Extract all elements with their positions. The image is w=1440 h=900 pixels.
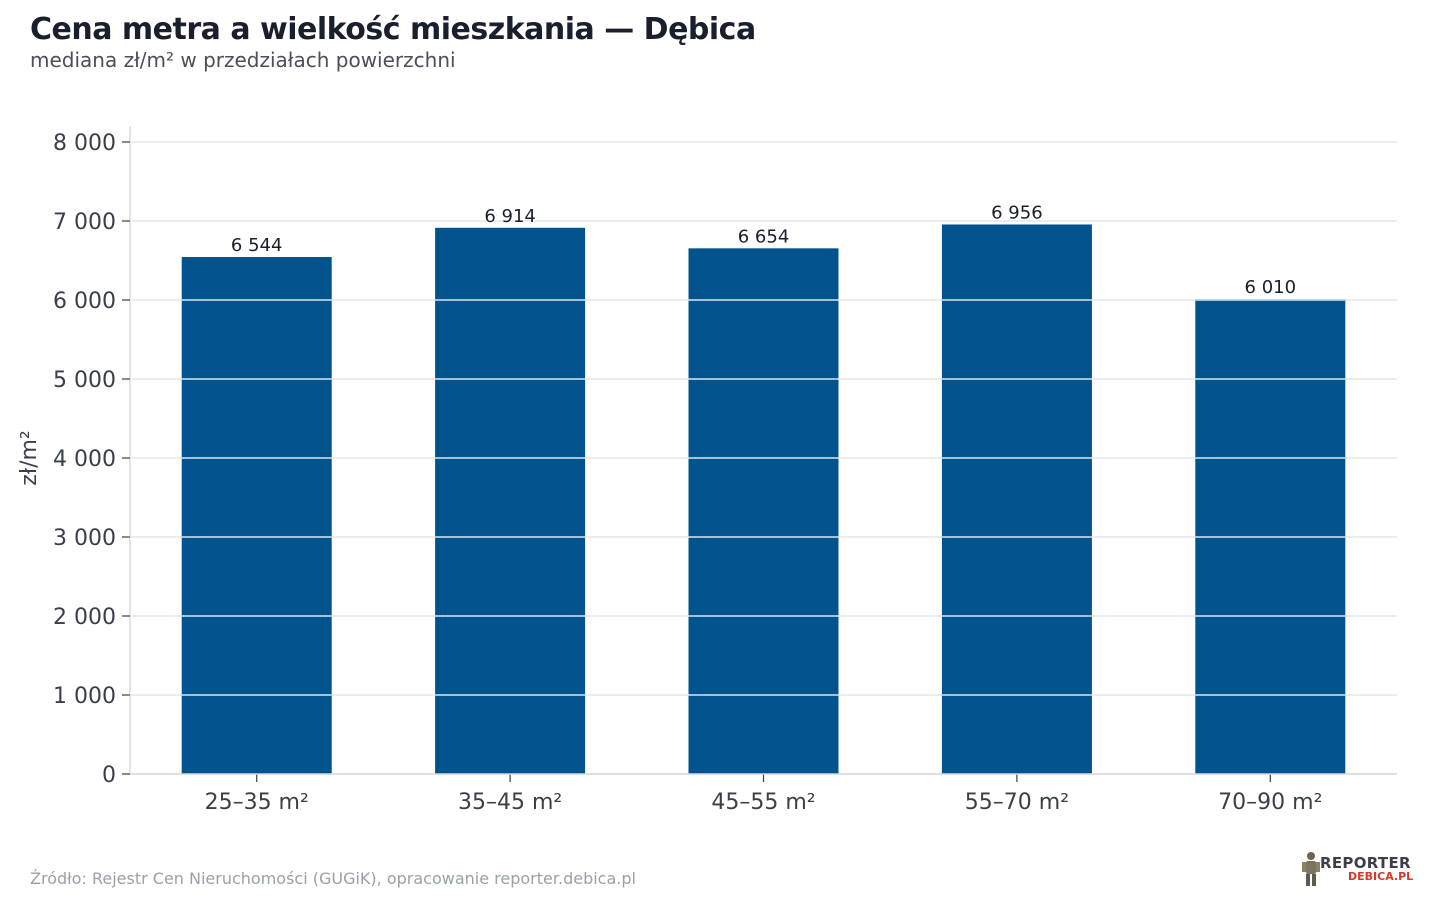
y-axis-label: zł/m²: [17, 430, 42, 485]
logo-text-reporter: REPORTER: [1320, 854, 1411, 872]
bar: [181, 257, 332, 774]
y-tick-label: 1 000: [53, 684, 116, 709]
y-tick-label: 5 000: [53, 368, 116, 393]
logo-text-debica: DEBICA.PL: [1348, 870, 1414, 883]
y-tick-label: 6 000: [53, 289, 116, 314]
y-tick-label: 3 000: [53, 526, 116, 551]
x-tick-label: 35–45 m²: [458, 790, 562, 815]
bar: [941, 224, 1092, 774]
chart-subtitle: mediana zł/m² w przedziałach powierzchni: [30, 48, 456, 72]
bar: [688, 248, 839, 775]
y-tick-label: 2 000: [53, 605, 116, 630]
data-label: 6 914: [484, 206, 536, 227]
y-tick-label: 4 000: [53, 447, 116, 472]
reporter-figure-icon: [1302, 852, 1320, 886]
chart-title: Cena metra a wielkość mieszkania — Dębic…: [30, 12, 756, 47]
reporter-logo: REPORTER DEBICA.PL: [1300, 850, 1414, 890]
data-label: 6 654: [738, 226, 790, 247]
x-tick-label: 55–70 m²: [965, 790, 1069, 815]
data-label: 6 544: [231, 235, 283, 256]
source-note: Źródło: Rejestr Cen Nieruchomości (GUGiK…: [30, 869, 636, 888]
y-tick-label: 7 000: [53, 210, 116, 235]
data-label: 6 956: [991, 202, 1043, 223]
y-tick-label: 0: [102, 763, 116, 788]
x-tick-label: 70–90 m²: [1218, 790, 1322, 815]
x-tick-label: 45–55 m²: [711, 790, 815, 815]
data-label: 6 010: [1245, 277, 1297, 298]
y-tick-label: 8 000: [53, 131, 116, 156]
x-tick-label: 25–35 m²: [205, 790, 309, 815]
bar: [435, 227, 586, 774]
